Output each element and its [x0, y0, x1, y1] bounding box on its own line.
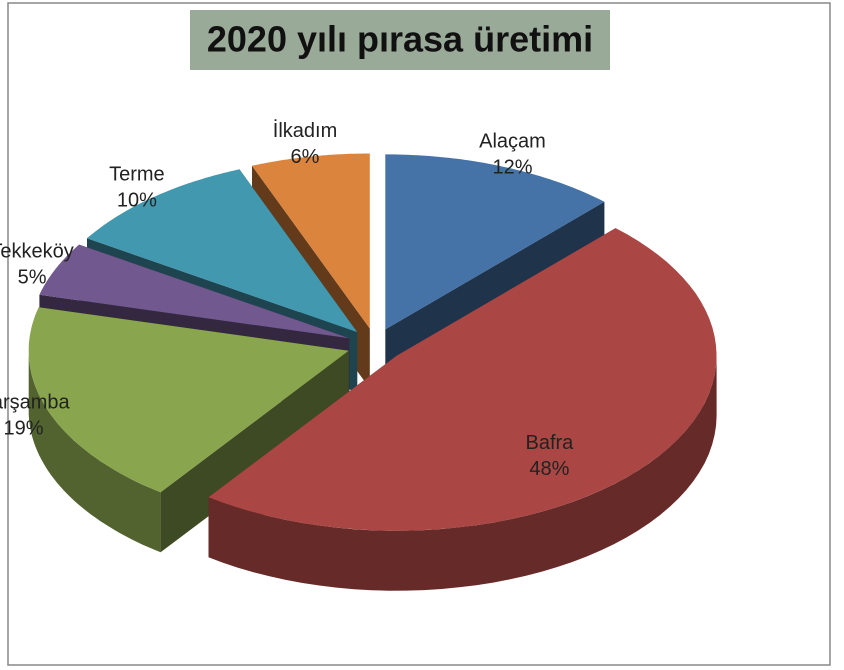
label-value: 12% [492, 157, 532, 179]
label-name: İlkadım [273, 119, 337, 142]
label-value: 5% [18, 266, 47, 288]
slice-outer-side [28, 350, 161, 553]
label-name: Alaçam [479, 131, 546, 153]
label-name: Bafra [525, 432, 574, 454]
slice-top [87, 169, 358, 333]
slice-top [252, 153, 370, 329]
label-name: Terme [109, 163, 165, 185]
label-value: 48% [529, 458, 569, 480]
slice-outer-side [208, 355, 717, 591]
title-box [190, 10, 610, 70]
pie-slice [208, 228, 717, 591]
slice-top [208, 228, 717, 531]
label-value: 10% [117, 189, 157, 211]
chart-title: 2020 yılı pırasa üretimi [207, 19, 593, 60]
data-label: Terme 10% [109, 163, 165, 211]
label-value: 19% [3, 418, 43, 440]
data-label: Bafra 48% [525, 432, 574, 480]
slice-top [385, 154, 605, 330]
label-name: Tekkeköy [0, 240, 74, 262]
data-label: Tekkeköy 5% [0, 240, 74, 288]
label-value: 6% [291, 146, 320, 168]
data-label: Çarşamba 19% [0, 392, 71, 440]
slice-top [28, 307, 349, 493]
slice-top [39, 244, 350, 339]
label-name: Çarşamba [0, 392, 71, 414]
pie-slice [28, 307, 349, 553]
data-label: Alaçam 12% [479, 131, 546, 179]
data-label: İlkadım 6% [273, 119, 337, 168]
